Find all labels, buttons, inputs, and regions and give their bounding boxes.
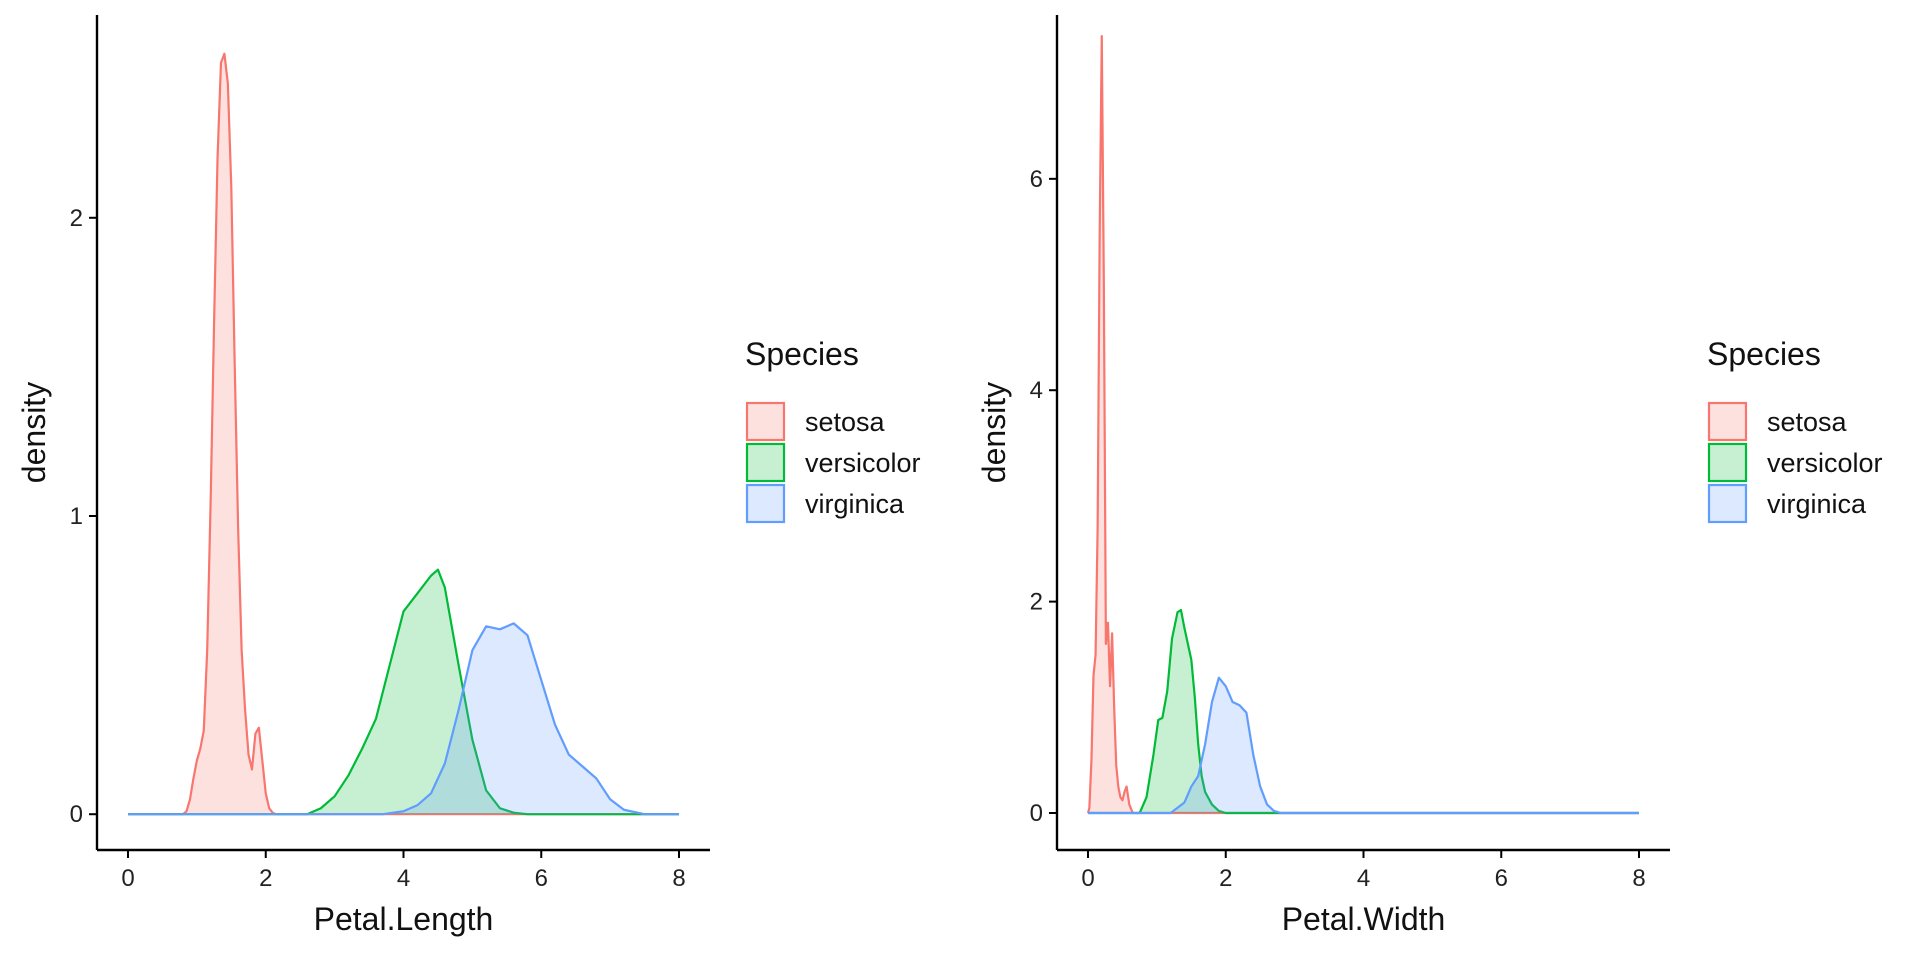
legend-key-setosa: [745, 401, 786, 442]
density-line-setosa: [1086, 35, 1640, 815]
legend-title: Species: [745, 336, 859, 372]
petal-width-density-panel: 0 2 4 6 8 0 2 4 6 Petal.Width density Species setosa…: [976, 15, 1883, 937]
density-line-virginica: [127, 622, 680, 816]
x-axis-title: Petal.Width: [1282, 901, 1446, 937]
x-tick-label: 6: [535, 865, 548, 892]
y-tick-label: 4: [1030, 377, 1043, 404]
density-line-versicolor: [127, 568, 680, 816]
legend-label-virginica: virginica: [1767, 489, 1867, 519]
legend-key-setosa: [1707, 401, 1748, 442]
density-area-versicolor: [127, 569, 680, 815]
legend-label-versicolor: versicolor: [805, 448, 921, 478]
x-tick-label: 4: [397, 865, 410, 892]
density-area-versicolor: [1087, 610, 1640, 814]
legend-key-virginica: [745, 483, 786, 524]
y-axis-title: density: [976, 382, 1012, 483]
legend-label-setosa: setosa: [1767, 407, 1848, 437]
y-tick-label: 2: [70, 205, 83, 232]
legend-key-virginica: [1707, 483, 1748, 524]
y-tick-label: 0: [70, 801, 83, 828]
x-tick-label: 8: [672, 865, 685, 892]
x-tick-label: 8: [1632, 865, 1645, 892]
legend-label-virginica: virginica: [805, 489, 905, 519]
y-axis-title: density: [16, 382, 52, 483]
density-area-virginica: [1087, 677, 1640, 814]
legend-title: Species: [1707, 336, 1821, 372]
legend-key-versicolor: [1707, 442, 1748, 483]
x-tick-label: 2: [1219, 865, 1232, 892]
y-tick-label: 6: [1030, 166, 1043, 193]
x-tick-label: 4: [1357, 865, 1370, 892]
density-line-versicolor: [1087, 608, 1640, 815]
x-tick-label: 6: [1495, 865, 1508, 892]
legend-label-versicolor: versicolor: [1767, 448, 1883, 478]
legend: Species setosa versicolor virginica: [745, 336, 921, 524]
petal-length-density-panel: 0 2 4 6 8 0 1 2 Petal.Length density Species setosa…: [16, 15, 921, 937]
x-tick-label: 0: [121, 865, 134, 892]
density-line-setosa: [127, 52, 680, 816]
legend-key-versicolor: [745, 442, 786, 483]
legend-label-setosa: setosa: [805, 407, 886, 437]
y-tick-label: 0: [1030, 800, 1043, 827]
x-tick-label: 0: [1081, 865, 1094, 892]
y-tick-label: 1: [70, 503, 83, 530]
x-tick-label: 2: [259, 865, 272, 892]
density-area-virginica: [127, 623, 680, 815]
y-tick-label: 2: [1030, 589, 1043, 616]
density-line-virginica: [1087, 676, 1640, 815]
x-axis-title: Petal.Length: [314, 901, 494, 937]
legend: Species setosa versicolor virginica: [1707, 336, 1883, 524]
